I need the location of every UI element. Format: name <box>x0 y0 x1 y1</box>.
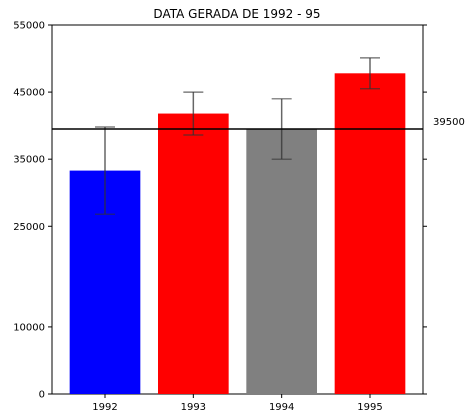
bar-series <box>69 73 406 395</box>
bar-1994 <box>246 128 317 394</box>
y-tick-label: 25000 <box>13 222 45 233</box>
reference-line-label: 39500 <box>433 117 465 128</box>
bar-1993 <box>158 113 229 394</box>
x-axis: 1992 1993 1994 1995 <box>92 394 383 413</box>
y-tick-label: 0 <box>39 390 45 401</box>
x-tick-label: 1995 <box>357 402 382 413</box>
y-tick-label: 10000 <box>13 322 45 333</box>
y-tick-label: 35000 <box>13 155 45 166</box>
x-tick-label: 1992 <box>92 402 117 413</box>
plot-area-frame <box>51 24 424 395</box>
x-tick-label: 1993 <box>181 402 206 413</box>
chart-title: DATA GERADA DE 1992 - 95 <box>153 7 320 21</box>
bar-1995 <box>334 73 406 395</box>
y-tick-label: 45000 <box>13 88 45 99</box>
y-tick-label: 55000 <box>13 21 45 32</box>
y-axis: 0 10000 25000 35000 45000 55000 <box>13 21 427 401</box>
x-tick-label: 1994 <box>269 402 294 413</box>
